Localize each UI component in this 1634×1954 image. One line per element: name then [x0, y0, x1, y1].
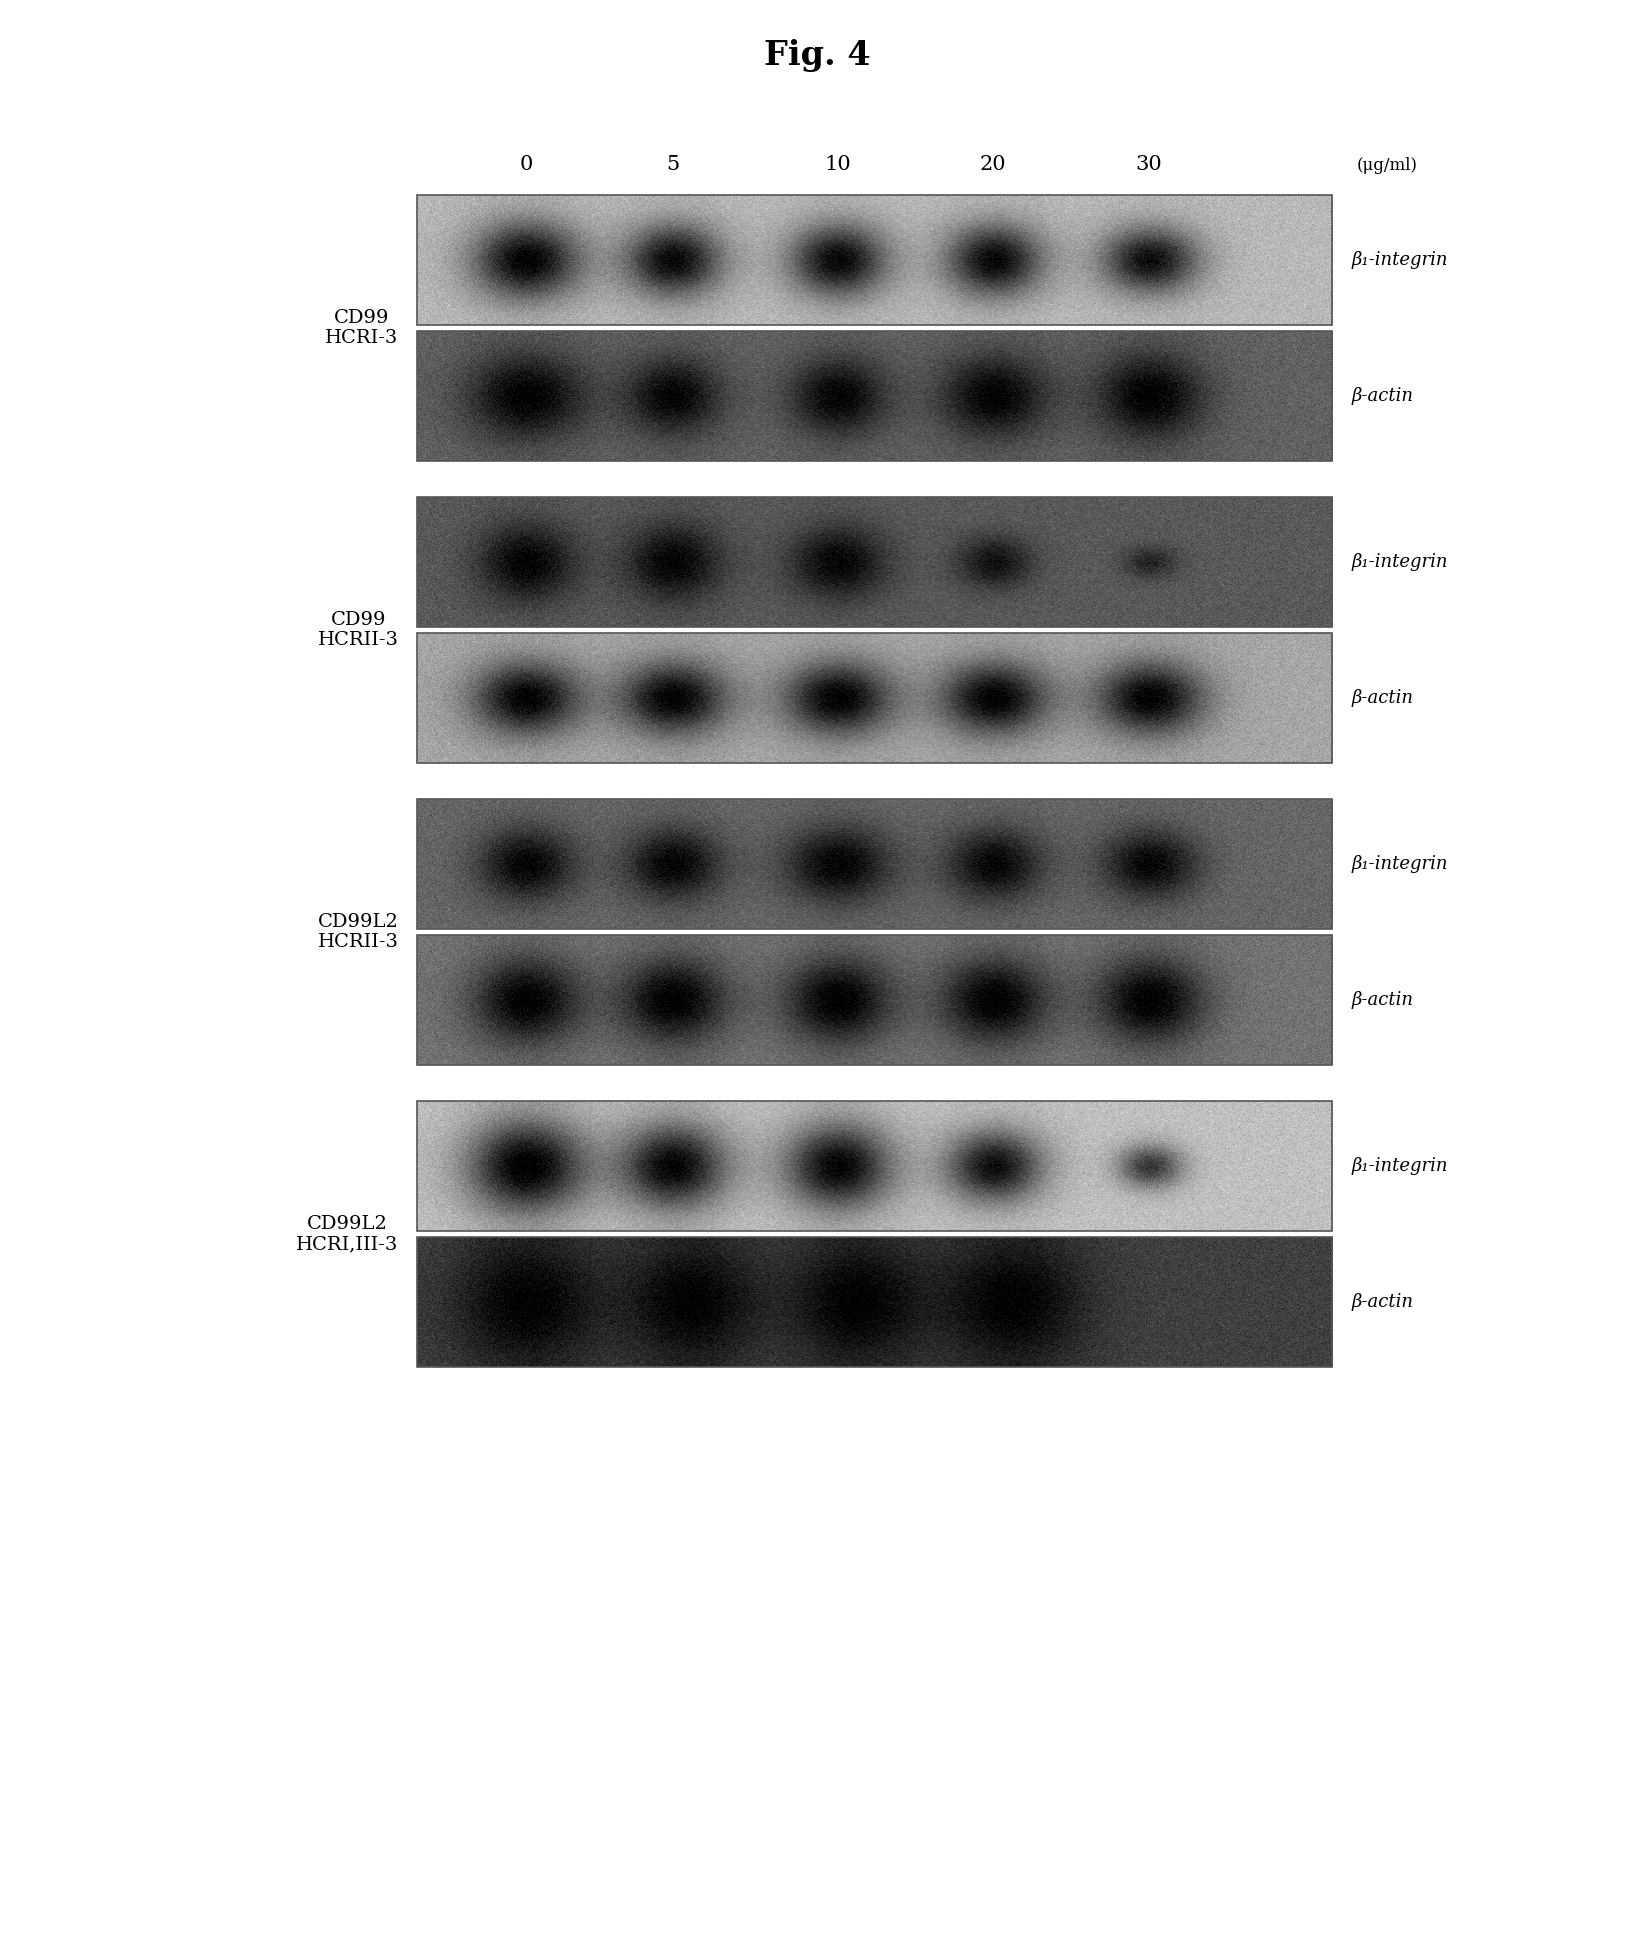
- Text: β₁-integrin: β₁-integrin: [1351, 553, 1448, 571]
- Text: CD99L2
HCRI,III-3: CD99L2 HCRI,III-3: [296, 1215, 399, 1253]
- Text: 30: 30: [1136, 156, 1162, 174]
- Text: 20: 20: [980, 156, 1007, 174]
- Text: 10: 10: [824, 156, 851, 174]
- Text: β₁-integrin: β₁-integrin: [1351, 250, 1448, 270]
- Bar: [417, 799, 1332, 928]
- Bar: [417, 633, 1332, 762]
- Bar: [417, 1100, 1332, 1231]
- Text: β₁-integrin: β₁-integrin: [1351, 856, 1448, 873]
- Text: 0: 0: [520, 156, 533, 174]
- Text: CD99L2
HCRII-3: CD99L2 HCRII-3: [317, 913, 399, 952]
- Text: CD99
HCRI-3: CD99 HCRI-3: [325, 309, 399, 348]
- Text: (μg/ml): (μg/ml): [1356, 156, 1417, 174]
- Bar: [417, 330, 1332, 461]
- Bar: [417, 936, 1332, 1065]
- Bar: [417, 1237, 1332, 1368]
- Bar: [417, 195, 1332, 324]
- Text: β-actin: β-actin: [1351, 387, 1413, 404]
- Text: β-actin: β-actin: [1351, 991, 1413, 1008]
- Text: β₁-integrin: β₁-integrin: [1351, 1157, 1448, 1174]
- Text: β-actin: β-actin: [1351, 1294, 1413, 1311]
- Text: β-actin: β-actin: [1351, 690, 1413, 707]
- Bar: [417, 496, 1332, 627]
- Text: 5: 5: [667, 156, 680, 174]
- Text: CD99
HCRII-3: CD99 HCRII-3: [317, 610, 399, 649]
- Text: Fig. 4: Fig. 4: [763, 39, 871, 72]
